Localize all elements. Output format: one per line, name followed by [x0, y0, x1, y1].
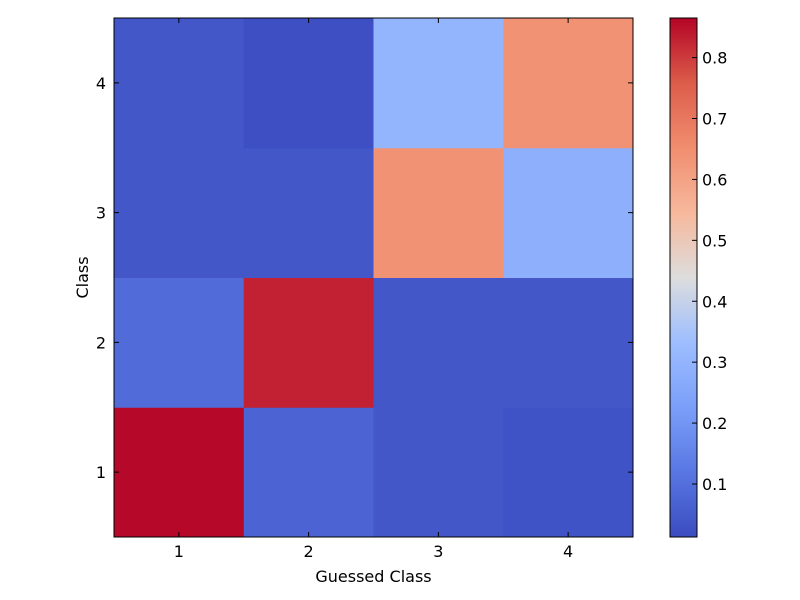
heatmap-cell-2-1 [114, 277, 245, 408]
heatmap-cell-3-2 [243, 147, 374, 278]
heatmap-cells [114, 18, 634, 538]
plot-frame [113, 17, 634, 538]
heatmap-cell-4-4 [503, 18, 634, 149]
heatmap-cell-3-4 [503, 147, 634, 278]
x-tick-label: 3 [433, 542, 443, 561]
y-axis-label: Class [73, 256, 92, 298]
colorbar-tick-label: 0.7 [702, 110, 727, 129]
x-tick-label: 4 [563, 542, 573, 561]
heatmap-cell-1-2 [243, 407, 374, 538]
heatmap-cell-4-2 [243, 18, 374, 149]
heatmap-cell-1-1 [114, 407, 245, 538]
colorbar-tick-label: 0.6 [702, 170, 727, 189]
heatmap-cell-3-1 [114, 147, 245, 278]
colorbar-tick-label: 0.4 [702, 292, 727, 311]
colorbar-tick-label: 0.1 [702, 475, 727, 494]
heatmap-cell-1-4 [503, 407, 634, 538]
y-axis: 1 2 3 4 [96, 74, 633, 482]
heatmap-cell-4-3 [373, 18, 504, 149]
heatmap-cell-1-3 [373, 407, 504, 538]
heatmap-cell-2-2 [243, 277, 374, 408]
colorbar-tick-label: 0.5 [702, 231, 727, 250]
x-tick-label: 2 [304, 542, 314, 561]
colorbar-tick-label: 0.8 [702, 49, 727, 68]
heatmap-cell-3-3 [373, 147, 504, 278]
y-tick-label: 3 [96, 204, 106, 223]
colorbar-ticks: 0.1 0.2 0.3 0.4 0.5 0.6 0.7 0.8 [692, 49, 727, 494]
heatmap-cell-2-3 [373, 277, 504, 408]
y-tick-label: 4 [96, 74, 106, 93]
colorbar [669, 17, 698, 538]
heatmap-cell-4-1 [114, 18, 245, 149]
x-axis: 1 2 3 4 [174, 18, 573, 561]
colorbar-tick-label: 0.2 [702, 414, 727, 433]
x-tick-label: 1 [174, 542, 184, 561]
x-axis-label: Guessed Class [315, 567, 431, 586]
colorbar-tick-label: 0.3 [702, 353, 727, 372]
y-tick-label: 2 [96, 333, 106, 352]
heatmap-cell-2-4 [503, 277, 634, 408]
y-tick-label: 1 [96, 463, 106, 482]
